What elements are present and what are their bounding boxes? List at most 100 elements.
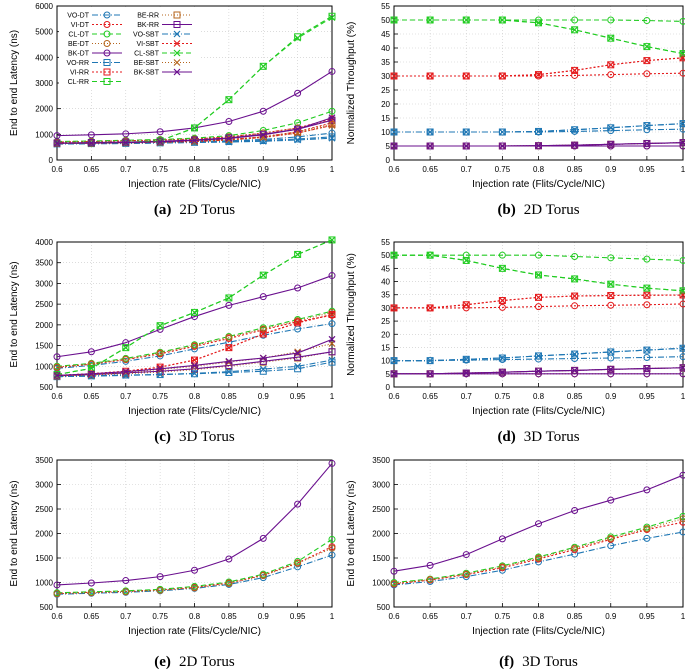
legend-label: VI-RR — [70, 70, 89, 77]
legend-label: CL-SBT — [134, 51, 160, 58]
y-tick-label: 10 — [381, 128, 390, 137]
x-tick-label: 0.85 — [567, 392, 583, 401]
caption: (a) 2D Torus — [154, 202, 235, 218]
y-tick-label: 40 — [381, 278, 390, 287]
x-axis-title: Injection rate (Flits/Cycle/NIC) — [472, 179, 605, 190]
caption-tag: (e) — [154, 654, 171, 670]
x-tick-label: 0.75 — [495, 612, 511, 621]
y-tick-label: 2500 — [35, 300, 53, 309]
chart-e: 5001000150020002500300035000.6 0.65 0.7 0.7… — [9, 456, 335, 670]
x-tick-label: 0.95 — [290, 165, 306, 174]
x-tick-label: 0.9 — [605, 392, 617, 401]
y-tick-label: 3000 — [35, 481, 53, 490]
legend: VO-DT VI-DT CL-DT BE-DT BK-DT VO-RR VI-RR CL-RR… — [59, 8, 199, 88]
x-tick-label: 0.65 — [422, 612, 438, 621]
x-tick-label: 0.65 — [422, 165, 438, 174]
legend-label: VO-SBT — [133, 32, 160, 39]
legend-label: BK-RR — [137, 22, 159, 29]
x-tick-label: 0.65 — [422, 392, 438, 401]
x-tick-label: 0.6 — [388, 165, 400, 174]
caption-text: 2D Torus — [179, 654, 235, 670]
y-tick-label: 1500 — [372, 554, 390, 563]
x-tick-label: 0.6 — [388, 392, 400, 401]
x-tick-label: 0.95 — [639, 392, 655, 401]
x-tick-label: 0.65 — [84, 165, 100, 174]
caption-tag: (b) — [497, 202, 515, 218]
legend-label: VO-DT — [67, 13, 90, 20]
y-tick-label: 3000 — [35, 79, 53, 88]
x-tick-label: 0.8 — [189, 165, 201, 174]
y-tick-label: 55 — [381, 238, 390, 247]
x-tick-label: 1 — [681, 612, 685, 621]
y-tick-label: 2000 — [35, 530, 53, 539]
y-tick-label: 2000 — [372, 530, 390, 539]
x-tick-label: 0.85 — [567, 612, 583, 621]
x-tick-label: 0.6 — [51, 612, 63, 621]
x-tick-label: 0.95 — [639, 612, 655, 621]
x-tick-label: 0.9 — [258, 612, 270, 621]
series-cl-dt — [54, 536, 335, 595]
x-tick-label: 0.65 — [84, 392, 100, 401]
y-tick-label: 35 — [381, 291, 390, 300]
caption-tag: (d) — [497, 429, 515, 445]
x-tick-label: 0.7 — [120, 392, 132, 401]
x-tick-label: 0.7 — [461, 612, 473, 621]
x-tick-label: 0.9 — [258, 392, 270, 401]
series-be-dt — [54, 309, 335, 370]
series-be-sbt — [391, 140, 685, 149]
x-axis-title: Injection rate (Flits/Cycle/NIC) — [128, 406, 261, 417]
y-tick-label: 30 — [381, 304, 390, 313]
chart-a: 01000200030004000500060000.6 0.65 0.7 0.75 0… — [9, 2, 335, 218]
figure: 01000200030004000500060000.6 0.65 0.7 0.75 0… — [0, 0, 685, 671]
series-line — [394, 519, 683, 584]
caption-text: 3D Torus — [179, 429, 235, 445]
y-tick-label: 5000 — [35, 28, 53, 37]
x-tick-label: 0.85 — [221, 165, 237, 174]
caption: (c) 3D Torus — [154, 429, 235, 445]
chart-b: 05101520253035404550550.6 0.65 0.7 0.75 0.8 0… — [346, 2, 685, 218]
y-tick-label: 40 — [381, 44, 390, 53]
y-tick-label: 5 — [386, 142, 391, 151]
x-tick-label: 0.75 — [152, 165, 168, 174]
x-tick-label: 1 — [330, 612, 335, 621]
legend-label: BE-SBT — [134, 60, 160, 67]
series-bk-sbt — [391, 365, 685, 377]
caption-text: 2D Torus — [524, 202, 580, 218]
series-vo-sbt — [391, 121, 685, 135]
x-tick-label: 0.8 — [533, 392, 545, 401]
x-tick-label: 0.65 — [84, 612, 100, 621]
data-point — [260, 63, 266, 69]
legend-label: VO-RR — [66, 60, 89, 67]
series-cl-sbt — [391, 17, 685, 57]
y-tick-label: 4000 — [35, 53, 53, 62]
x-tick-label: 0.7 — [461, 392, 473, 401]
series-cl-dt — [391, 252, 685, 263]
x-tick-label: 0.75 — [495, 392, 511, 401]
y-tick-label: 3500 — [35, 259, 53, 268]
y-tick-label: 1500 — [35, 342, 53, 351]
data-point — [295, 251, 301, 257]
x-tick-label: 0.95 — [290, 612, 306, 621]
caption: (f) 3D Torus — [499, 654, 578, 670]
caption-tag: (f) — [499, 654, 514, 670]
caption-tag: (a) — [154, 202, 172, 218]
y-axis-title: End to end Latency (ns) — [346, 480, 357, 586]
series-bk-sbt — [391, 140, 685, 149]
caption: (d) 3D Torus — [497, 429, 579, 445]
y-axis-title: Normalized Throughput (%) — [346, 22, 357, 145]
y-tick-label: 3000 — [372, 481, 390, 490]
x-tick-label: 1 — [330, 392, 335, 401]
y-tick-label: 2500 — [372, 505, 390, 514]
legend-label: CL-DT — [68, 32, 89, 39]
data-point — [644, 58, 650, 64]
legend-label: CL-RR — [68, 79, 89, 86]
data-point — [226, 295, 232, 301]
x-tick-label: 0.75 — [495, 165, 511, 174]
y-tick-label: 15 — [381, 343, 390, 352]
x-tick-label: 0.9 — [258, 165, 270, 174]
x-tick-label: 0.85 — [221, 612, 237, 621]
y-tick-label: 2500 — [35, 505, 53, 514]
x-axis-title: Injection rate (Flits/Cycle/NIC) — [472, 406, 605, 417]
x-tick-label: 1 — [681, 165, 685, 174]
x-tick-label: 0.75 — [152, 612, 168, 621]
